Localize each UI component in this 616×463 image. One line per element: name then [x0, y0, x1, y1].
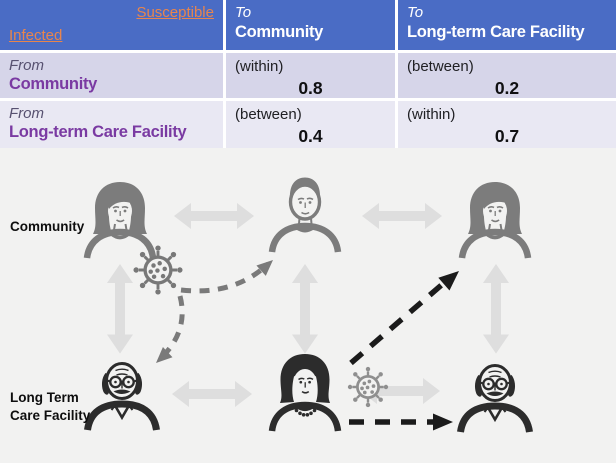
column-header-community: To Community: [226, 0, 395, 50]
mixing-kind-label: (within): [407, 106, 456, 123]
mixing-value: 0.4: [298, 125, 323, 146]
mixing-matrix-table: Susceptible Infected To Community To Lon…: [0, 0, 616, 148]
dashed-gray-arrow-icon: [156, 260, 273, 363]
mixing-kind-label: (between): [235, 106, 302, 123]
mixing-value: 0.7: [494, 125, 520, 146]
column-header-ltcf: To Long-term Care Facility: [398, 0, 616, 50]
row-name-ltcf: Long-term Care Facility: [9, 123, 187, 141]
from-label: From: [9, 105, 44, 122]
community-group-label: Community: [10, 219, 85, 234]
virus-icon: [131, 243, 185, 297]
infected-header-label: Infected: [9, 27, 63, 44]
dashed-black-arrow-icon: [349, 271, 459, 431]
double-arrow-icon: [172, 381, 252, 407]
cell-community-to-community: (within) 0.8: [226, 53, 395, 98]
woman-icon: [87, 182, 153, 258]
transmission-diagram: [0, 148, 616, 463]
cell-ltcf-to-community: (between) 0.4: [226, 101, 395, 148]
double-arrow-icon: [483, 264, 509, 354]
virus-icon: [346, 365, 390, 409]
ltcf-group-label-line1: Long Term: [10, 390, 79, 405]
cell-ltcf-to-ltcf: (within) 0.7: [398, 101, 616, 148]
double-arrow-icon: [292, 264, 318, 354]
cell-community-to-ltcf: (between) 0.2: [398, 53, 616, 98]
man-icon: [272, 178, 338, 253]
double-arrow-icon: [362, 203, 442, 229]
table-corner-header: Susceptible Infected: [0, 0, 223, 50]
column-name-community: Community: [235, 22, 324, 41]
mixing-kind-label: (within): [235, 58, 284, 75]
mixing-value: 0.8: [298, 77, 323, 98]
woman-icon: [462, 182, 528, 258]
from-label: From: [9, 57, 44, 74]
row-header-community: From Community: [0, 53, 223, 98]
susceptible-header-label: Susceptible: [136, 4, 214, 21]
mixing-kind-label: (between): [407, 58, 474, 75]
to-label: To: [407, 4, 424, 21]
elderly-man-icon: [461, 366, 530, 433]
ltcf-group-label: Long Term Care Facility: [10, 389, 90, 424]
elderly-woman-icon: [272, 354, 338, 431]
column-name-ltcf: Long-term Care Facility: [407, 22, 585, 41]
double-arrow-icon: [107, 264, 133, 354]
ltcf-group-label-line2: Care Facility: [10, 407, 91, 423]
mixing-value: 0.2: [494, 77, 520, 98]
row-name-community: Community: [9, 75, 98, 93]
transmission-diagram-svg: [0, 148, 616, 463]
to-label: To: [235, 4, 252, 21]
elderly-man-icon: [88, 364, 157, 431]
row-header-ltcf: From Long-term Care Facility: [0, 101, 223, 148]
double-arrow-icon: [174, 203, 254, 229]
